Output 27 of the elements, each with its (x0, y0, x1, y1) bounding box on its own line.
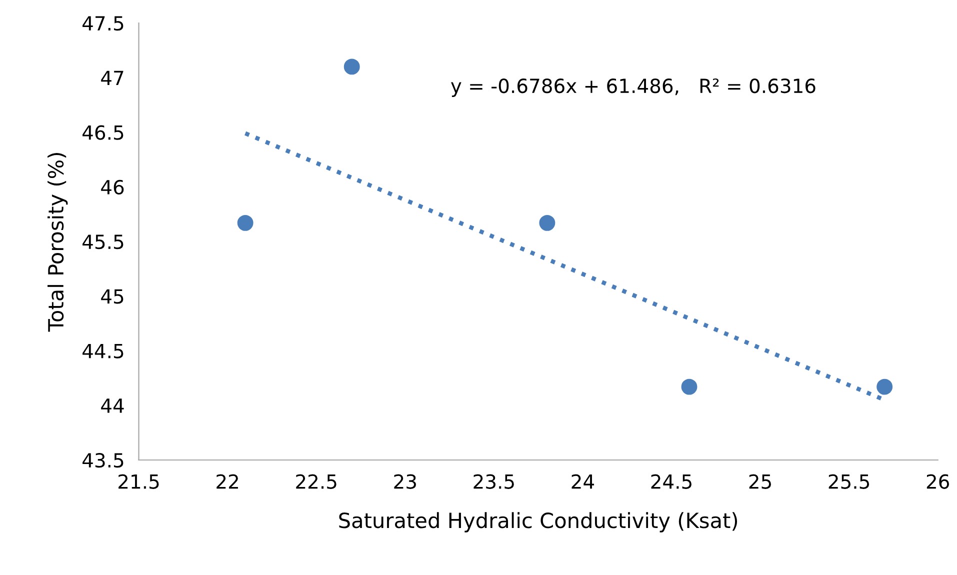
y-tick-label: 45.5 (82, 234, 124, 250)
point (344, 58, 360, 75)
y-tick-label: 46.5 (82, 125, 124, 140)
y-tick-label: 46 (101, 180, 124, 195)
y-tick-label: 43.5 (82, 452, 124, 468)
y-tick-label: 47 (101, 70, 124, 86)
y-tick-label: 47.5 (82, 16, 124, 31)
point (237, 214, 254, 231)
x-tick-label: 24 (572, 474, 594, 489)
y-tick-label: 45 (101, 289, 124, 304)
point (539, 214, 556, 231)
x-tick-label: 22.5 (296, 474, 336, 489)
point (681, 378, 698, 395)
x-axis-title: Saturated Hydralic Conductivity (Ksat) (339, 512, 738, 532)
x-tick-label: 24.5 (651, 474, 692, 489)
annotation: y = -0.6786x + 61.486, R² = 0.6316 (450, 78, 816, 97)
x-tick-label: 23.5 (474, 474, 514, 489)
point (876, 378, 893, 395)
y-tick-label: 44.5 (82, 344, 124, 358)
x-tick-label: 23 (394, 474, 416, 489)
x-tick-label: 25.5 (828, 474, 870, 489)
x-tick-label: 26 (926, 474, 950, 489)
x-tick-label: 25 (749, 474, 771, 489)
y-axis-title: Total Porosity (%) (48, 153, 68, 332)
x-tick-label: 22 (216, 474, 238, 489)
y-tick-label: 44 (101, 398, 124, 413)
x-tick-label: 21.5 (118, 474, 159, 489)
